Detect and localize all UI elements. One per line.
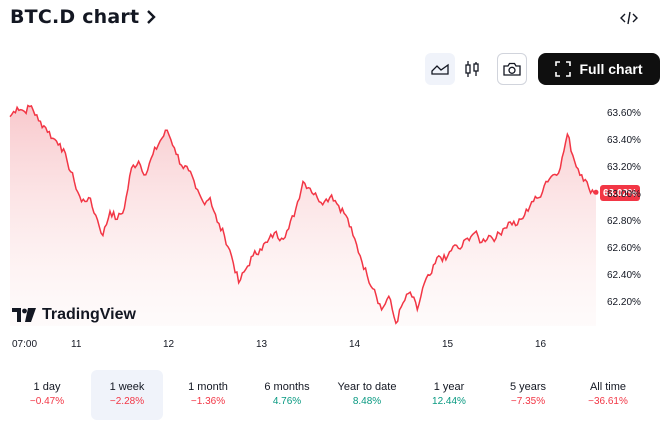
x-tick-label: 12 [163, 339, 175, 350]
range-selector: 1 day −0.47% 1 week −2.28% 1 month −1.36% 6 mo… [0, 370, 661, 420]
range-label: Year to date [337, 381, 397, 393]
range-change-value: 12.44% [432, 396, 466, 407]
code-icon[interactable] [618, 9, 640, 27]
chevron-right-icon [147, 10, 156, 24]
camera-icon [503, 62, 521, 76]
x-tick-label: 11 [71, 339, 82, 350]
candlestick-button[interactable] [457, 53, 487, 85]
range-button-all-time[interactable]: All time −36.61% [572, 370, 644, 420]
range-button-year-to-date[interactable]: Year to date 8.48% [331, 370, 403, 420]
full-chart-button[interactable]: Full chart [538, 53, 660, 85]
series-line [9, 104, 597, 325]
title-row[interactable]: BTC.D chart [10, 6, 157, 28]
y-tick-label: 62.80% [607, 216, 641, 227]
range-change-value: −0.47% [29, 396, 65, 407]
snapshot-button[interactable] [497, 53, 527, 85]
range-label: 1 day [33, 381, 61, 393]
range-label: 6 months [264, 381, 310, 393]
range-label: 1 week [109, 381, 145, 393]
y-tick-label: 63.00% [607, 189, 641, 200]
price-chart[interactable] [0, 96, 661, 336]
range-change-value: −7.35% [510, 396, 546, 407]
range-change-value: −1.36% [190, 396, 226, 407]
watermark-text: TradingView [42, 306, 136, 323]
current-price-badge: 63.02% [600, 185, 640, 201]
y-tick-label: 63.60% [607, 108, 641, 119]
range-button-1-day[interactable]: 1 day −0.47% [11, 370, 83, 420]
area-chart-button[interactable] [425, 53, 455, 85]
range-button-1-month[interactable]: 1 month −1.36% [172, 370, 244, 420]
candlestick-icon [465, 61, 479, 77]
series-area-fill [10, 105, 596, 326]
range-button-1-week[interactable]: 1 week −2.28% [91, 370, 163, 420]
fullscreen-icon [555, 61, 572, 77]
range-label: 1 year [433, 381, 465, 393]
page-title[interactable]: BTC.D chart [10, 6, 140, 28]
range-change-value: −2.28% [109, 396, 145, 407]
range-button-5-years[interactable]: 5 years −7.35% [492, 370, 564, 420]
full-chart-label: Full chart [579, 61, 643, 77]
tradingview-logo-icon [12, 308, 36, 322]
y-tick-label: 62.40% [607, 270, 641, 281]
area-chart-icon [431, 63, 449, 75]
range-label: 5 years [509, 381, 547, 393]
y-tick-label: 62.60% [607, 243, 641, 254]
y-tick-label: 63.40% [607, 135, 641, 146]
range-label: All time [589, 381, 627, 393]
y-tick-label: 62.20% [607, 297, 641, 308]
range-change-value: 4.76% [272, 396, 302, 407]
range-change-value: 8.48% [352, 396, 382, 407]
range-button-6-months[interactable]: 6 months 4.76% [251, 370, 323, 420]
x-tick-label: 07:00 [12, 339, 38, 350]
range-label: 1 month [188, 381, 228, 393]
last-point-marker [593, 189, 599, 195]
x-tick-label: 16 [535, 339, 547, 350]
x-tick-label: 13 [256, 339, 268, 350]
tradingview-logo[interactable]: TradingView [12, 306, 136, 324]
x-tick-label: 14 [349, 339, 361, 350]
range-button-1-year[interactable]: 1 year 12.44% [413, 370, 485, 420]
x-tick-label: 15 [442, 339, 454, 350]
y-tick-label: 63.20% [607, 162, 641, 173]
range-change-value: −36.61% [588, 396, 628, 407]
